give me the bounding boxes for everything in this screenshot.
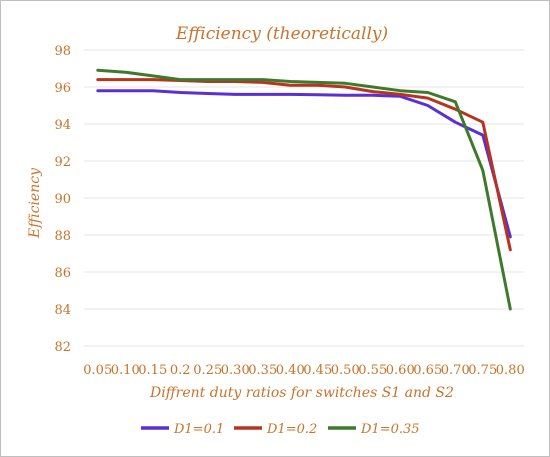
x-tick-label: 0.40 bbox=[276, 363, 305, 378]
x-tick-label: 0.2 bbox=[170, 363, 191, 378]
x-tick-label: 0.45 bbox=[303, 363, 332, 378]
legend: D1=0.1 D1=0.2 D1=0.35 bbox=[141, 422, 420, 437]
y-tick-label: 84 bbox=[54, 303, 71, 318]
chart-title: Efficiency (theoretically) bbox=[175, 24, 388, 44]
series-line-2 bbox=[96, 78, 512, 252]
x-tick-label: 0.05 bbox=[83, 363, 112, 378]
legend-label: D1=0.1 bbox=[173, 422, 224, 437]
legend-label: D1=0.2 bbox=[266, 422, 317, 437]
x-tick-label: 0.50 bbox=[331, 363, 360, 378]
series-line-3 bbox=[96, 68, 512, 311]
y-tick-label: 92 bbox=[54, 155, 71, 170]
x-tick-label: 0.30 bbox=[221, 363, 250, 378]
y-axis-title: Efficiency bbox=[27, 167, 43, 239]
y-tick-label: 86 bbox=[54, 266, 71, 281]
x-tick-label: 0.35 bbox=[248, 363, 277, 378]
x-axis-ticks: 0.050.100.15 0.2 0.250.300.350.400.450.500… bbox=[83, 363, 524, 378]
series-lines bbox=[96, 68, 512, 311]
x-tick-label: 0.25 bbox=[193, 363, 222, 378]
x-tick-label: 0.75 bbox=[468, 363, 497, 378]
y-tick-label: 88 bbox=[54, 229, 71, 244]
x-tick-label: 0.80 bbox=[496, 363, 525, 378]
x-tick-label: 0.55 bbox=[358, 363, 387, 378]
y-tick-label: 90 bbox=[54, 192, 71, 207]
x-axis-title: Diffrent duty ratios for switches S1 and… bbox=[149, 385, 454, 401]
y-tick-label: 96 bbox=[54, 81, 71, 96]
y-tick-label: 98 bbox=[54, 44, 71, 59]
x-tick-label: 0.65 bbox=[413, 363, 442, 378]
x-tick-label: 0.60 bbox=[386, 363, 415, 378]
y-axis-ticks: 82 84 86 88 90 92 94 96 98 bbox=[54, 44, 71, 355]
x-tick-label: 0.10 bbox=[111, 363, 140, 378]
grid bbox=[84, 49, 524, 347]
x-tick-label: 0.15 bbox=[138, 363, 167, 378]
series-line-1 bbox=[96, 89, 512, 239]
legend-label: D1=0.35 bbox=[360, 422, 420, 437]
y-tick-label: 94 bbox=[54, 118, 71, 133]
y-tick-label: 82 bbox=[54, 340, 71, 355]
x-tick-label: 0.70 bbox=[441, 363, 470, 378]
